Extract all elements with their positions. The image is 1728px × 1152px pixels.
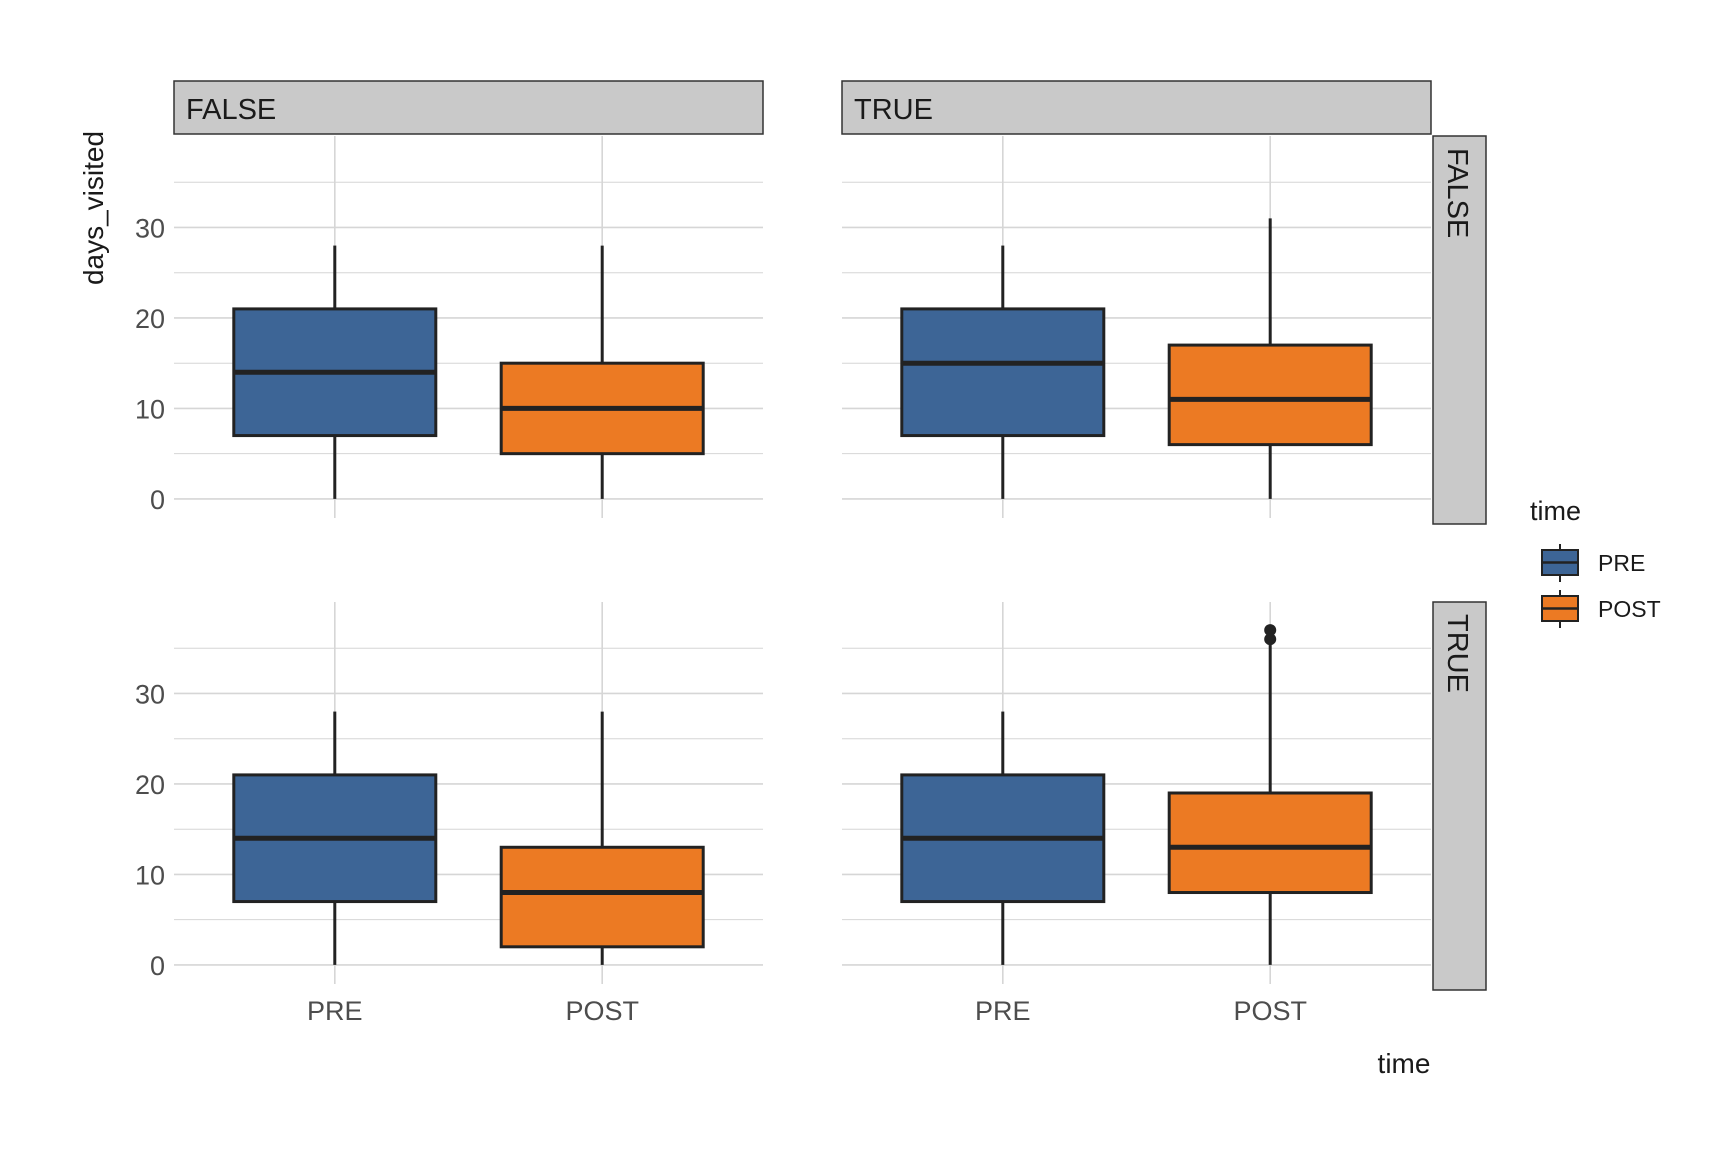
legend-entries: PRE POST [1541,544,1661,628]
panels-layer [174,136,1431,984]
post-box [499,845,705,949]
y-tick-label: 20 [135,770,165,800]
column-strip-label: FALSE [186,94,276,126]
legend-label: PRE [1598,550,1645,576]
y-tick-label: 10 [135,394,165,424]
x-axis-title: time [1378,1048,1431,1079]
y-axis-title: days_visited [78,131,109,285]
y-tick-label: 10 [135,860,165,890]
post-box [1167,791,1373,895]
legend-entry-post: POST [1541,590,1661,628]
legend-title: time [1530,496,1581,526]
y-tick-label: 20 [135,304,165,334]
row-strip-false [1432,135,1487,525]
post-box [1167,343,1373,447]
boxes-panel-0-1 [900,218,1373,499]
post-outlier-point [1264,624,1277,637]
column-strip-false [173,80,764,135]
row-strip-label: FALSE [1441,148,1473,238]
pre-box [900,307,1106,438]
x-tick-label: PRE [307,996,363,1026]
boxes-panel-0-0 [232,245,705,499]
axes-layer: 0 10 20 30 0 10 20 30 PRE POST PRE POST [135,213,1307,1026]
column-strip-label: TRUE [854,94,933,126]
y-tick-label: 0 [150,951,165,981]
boxes-panel-1-1 [900,624,1373,965]
legend-label: POST [1598,596,1661,622]
strips-layer: FALSE TRUE FALSE TRUE [173,80,1487,991]
row-strip-label: TRUE [1441,614,1473,693]
legend-entry-pre: PRE [1541,544,1645,582]
boxes-panel-1-0 [232,711,705,965]
x-tick-label: POST [565,996,639,1026]
row-strip-true [1432,601,1487,991]
post-outlier-point [1264,633,1277,646]
x-tick-label: PRE [975,996,1031,1026]
column-strip-true [841,80,1432,135]
x-tick-label: POST [1233,996,1307,1026]
y-tick-label: 30 [135,679,165,709]
legend: time PRE POST [1530,496,1661,628]
y-tick-label: 30 [135,213,165,243]
y-tick-label: 0 [150,485,165,515]
